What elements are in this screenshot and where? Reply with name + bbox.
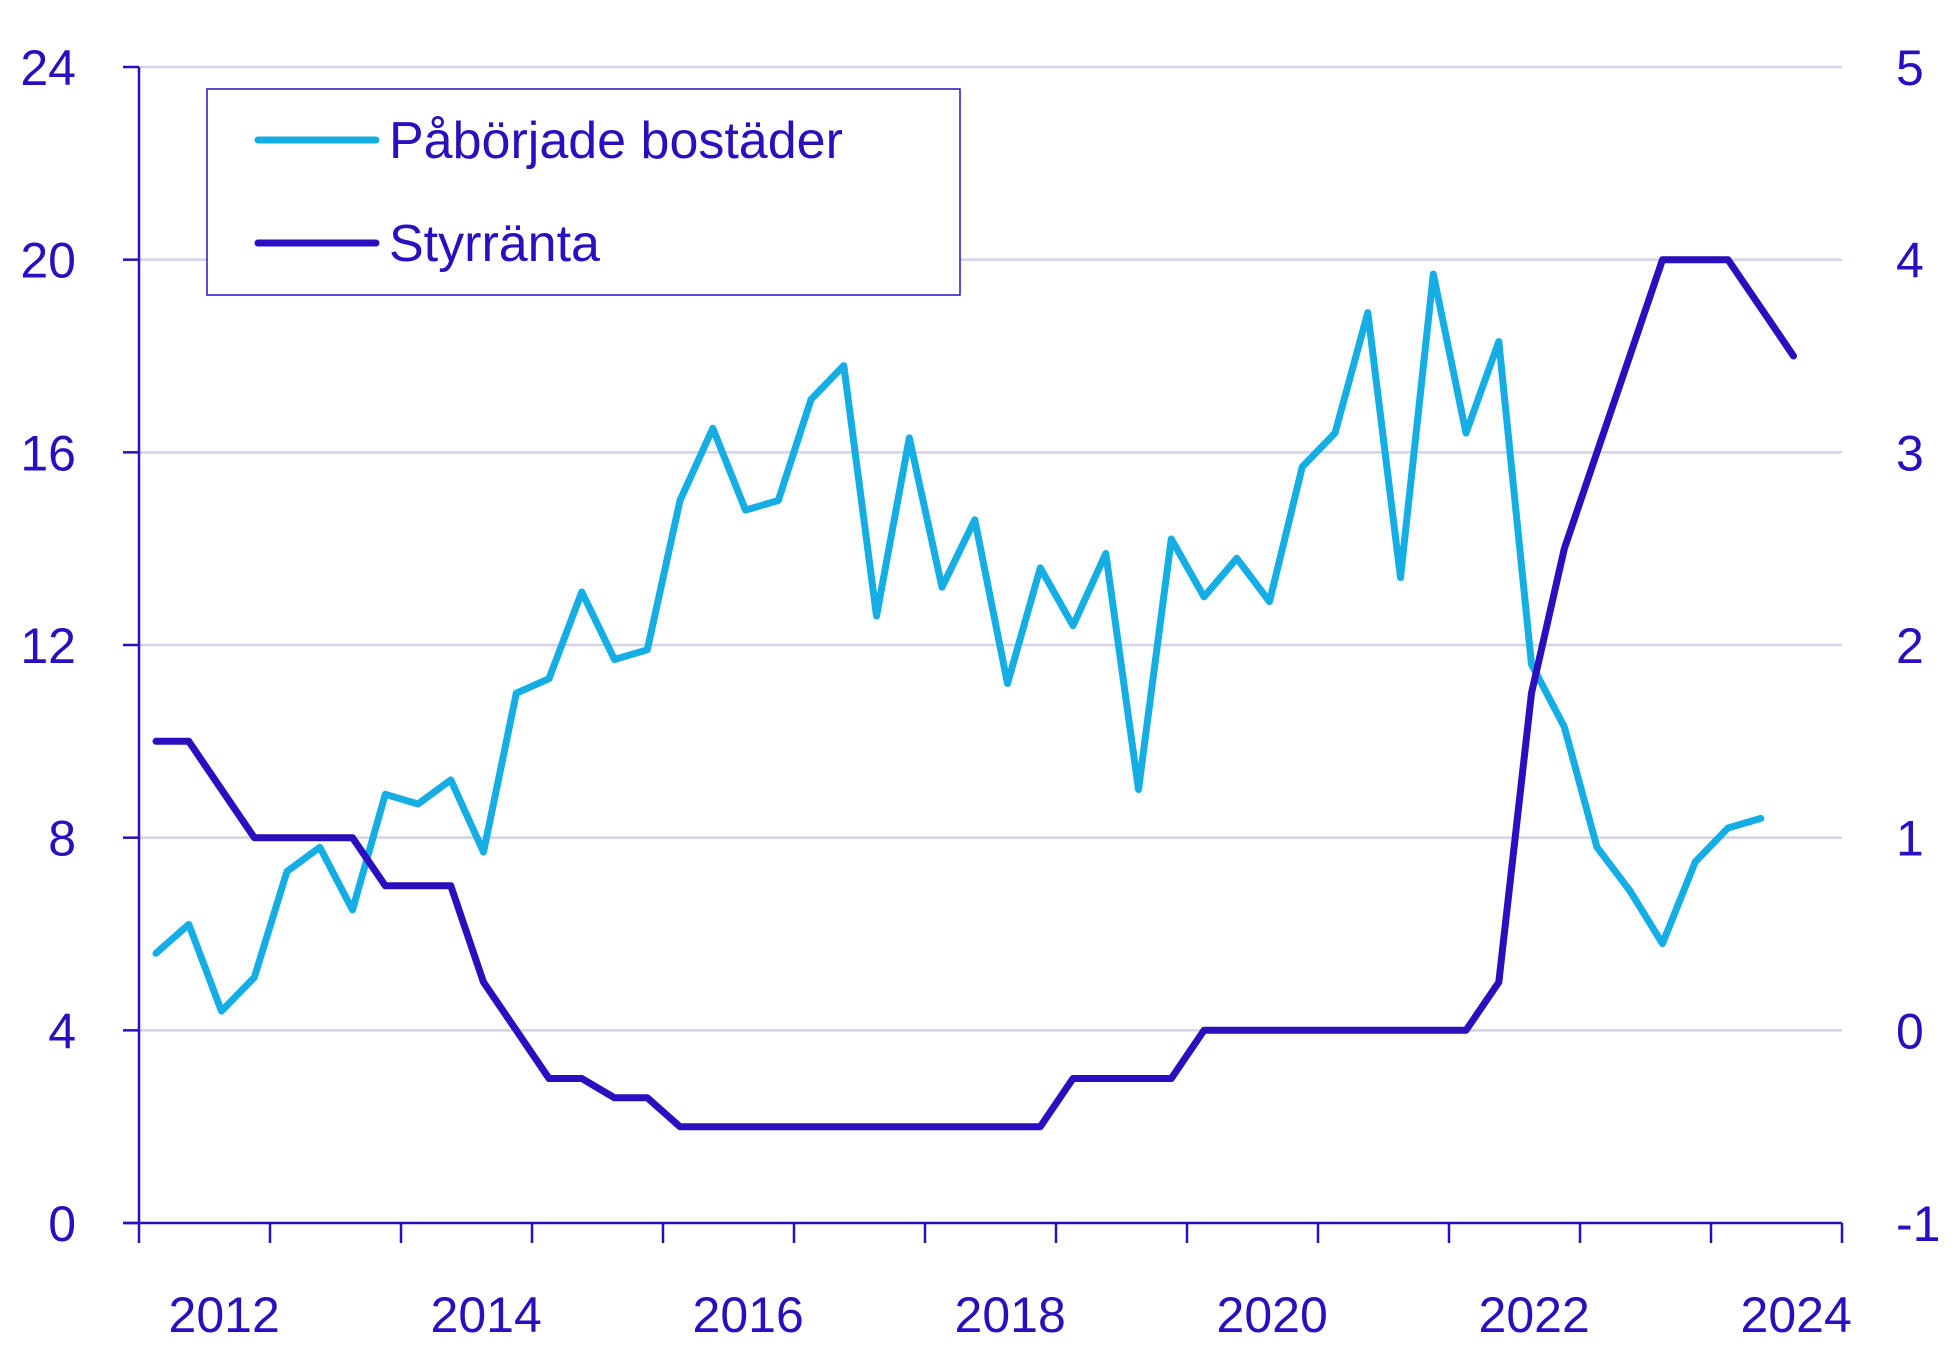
y-right-tick-label: 5 (1896, 40, 1924, 96)
x-tick-label: 2014 (431, 1287, 542, 1343)
y-right-tick-label: 0 (1896, 1003, 1924, 1059)
x-tick-label: 2012 (169, 1287, 280, 1343)
y-right-tick-label: 2 (1896, 618, 1924, 674)
y-left-tick-label: 4 (48, 1003, 76, 1059)
x-tick-label: 2018 (955, 1287, 1066, 1343)
series-line-paborjade-bostader (152, 270, 1765, 1015)
y-left-tick-label: 12 (20, 618, 76, 674)
legend-label-paborjade-bostader: Påbörjade bostäder (389, 112, 843, 170)
x-tick-label: 2016 (693, 1287, 804, 1343)
series-lines (152, 256, 1797, 1131)
y-left-tick-label: 20 (20, 233, 76, 289)
y-right-tick-label: 1 (1896, 811, 1924, 867)
x-tick-label: 2024 (1741, 1287, 1852, 1343)
y-right-tick-label: 3 (1896, 425, 1924, 481)
y-right-tick-label: -1 (1896, 1196, 1940, 1252)
y-left-tick-label: 24 (20, 40, 76, 96)
legend-label-styrranta: Styrränta (389, 215, 600, 273)
legend-box (206, 88, 961, 296)
y-left-tick-label: 0 (48, 1196, 76, 1252)
y-right-tick-label: 4 (1896, 233, 1924, 289)
x-tick-label: 2020 (1217, 1287, 1328, 1343)
series-line-styrranta (152, 256, 1797, 1131)
axes (123, 65, 1844, 1243)
y-left-tick-label: 16 (20, 425, 76, 481)
y-left-tick-label: 8 (48, 811, 76, 867)
legend: Påbörjade bostäder Styrränta (206, 88, 961, 296)
x-tick-label: 2022 (1479, 1287, 1590, 1343)
